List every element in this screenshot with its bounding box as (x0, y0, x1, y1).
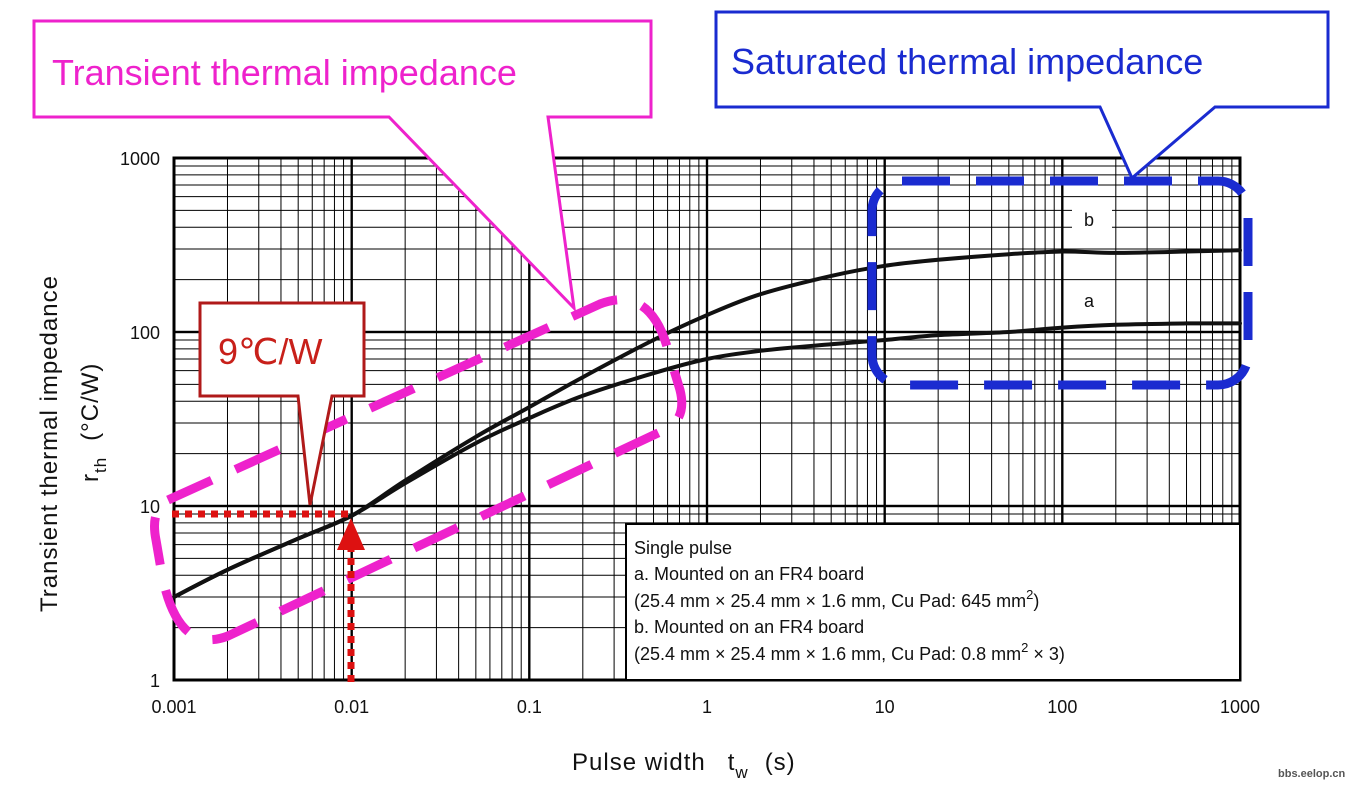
y-axis-symbol: r (77, 473, 104, 482)
y-tick-label: 100 (130, 323, 160, 343)
watermark: bbs.eelop.cn (1278, 768, 1346, 780)
value-readout (172, 510, 365, 682)
legend-line-3-sup: 2 (1026, 587, 1033, 602)
value-callout-bubble (198, 301, 366, 506)
x-tick-label: 1 (702, 697, 712, 717)
y-tick-label: 10 (140, 497, 160, 517)
transient-callout: Transient thermal impedance (32, 19, 653, 313)
transient-callout-text: Transient thermal impedance (52, 52, 517, 93)
value-callout: 9℃/W (198, 301, 366, 506)
y-axis-title-line-1: Transient thermal impedance (36, 275, 63, 612)
y-tick-label: 1000 (120, 149, 160, 169)
x-axis-subscript: w (734, 763, 748, 782)
x-axis-title: Pulse width tw (s) (572, 749, 796, 782)
value-callout-text: 9℃/W (218, 331, 322, 372)
x-axis-symbol: t (728, 749, 736, 776)
legend-line-5: (25.4 mm × 25.4 mm × 1.6 mm, Cu Pad: 0.8… (634, 640, 1065, 664)
y-axis-unit: (°C/W) (77, 363, 104, 441)
legend-line-2: a. Mounted on an FR4 board (634, 564, 864, 584)
saturated-callout-text: Saturated thermal impedance (731, 41, 1203, 82)
series-label-a: a (1084, 291, 1095, 311)
legend-line-3-main: (25.4 mm × 25.4 mm × 1.6 mm, Cu Pad: 645… (634, 591, 1026, 611)
label-b-bg (1072, 207, 1112, 231)
transient-region-highlight (150, 295, 687, 645)
legend-line-5-main: (25.4 mm × 25.4 mm × 1.6 mm, Cu Pad: 0.8… (634, 644, 1021, 664)
legend-line-5-end: × 3) (1028, 644, 1065, 664)
x-tick-label: 0.01 (334, 697, 369, 717)
legend-line-3: (25.4 mm × 25.4 mm × 1.6 mm, Cu Pad: 645… (634, 587, 1039, 611)
x-tick-labels: 0.001 0.01 0.1 1 10 100 1000 (151, 697, 1260, 717)
data-series (172, 248, 1242, 599)
x-axis-unit: (s) (765, 749, 796, 776)
y-axis-title-line-2: rth (°C/W) (77, 363, 110, 482)
transient-callout-bubble (32, 19, 653, 313)
y-axis-subscript: th (91, 457, 110, 473)
series-label-b: b (1084, 210, 1094, 230)
legend-box (625, 523, 1241, 681)
legend-line-3-end: ) (1033, 591, 1039, 611)
saturated-region-highlight (867, 176, 1253, 390)
series-line-b (172, 248, 1242, 599)
legend: Single pulse a. Mounted on an FR4 board … (625, 523, 1241, 681)
y-tick-labels: 1 10 100 1000 (120, 149, 160, 691)
x-tick-label: 100 (1047, 697, 1077, 717)
saturated-callout-bubble (714, 10, 1330, 181)
x-tick-label: 1000 (1220, 697, 1260, 717)
legend-line-4: b. Mounted on an FR4 board (634, 617, 864, 637)
legend-line-5-sup: 2 (1021, 640, 1028, 655)
y-tick-label: 1 (150, 671, 160, 691)
x-tick-label: 10 (875, 697, 895, 717)
x-axis-title-main: Pulse width (572, 749, 706, 776)
transient-region-outline (150, 295, 687, 645)
readout-arrow-head (337, 518, 365, 550)
saturated-callout: Saturated thermal impedance (714, 10, 1330, 181)
x-tick-label: 0.001 (151, 697, 196, 717)
legend-line-1: Single pulse (634, 538, 732, 558)
x-tick-label: 0.1 (517, 697, 542, 717)
label-a-bg (1072, 288, 1112, 312)
